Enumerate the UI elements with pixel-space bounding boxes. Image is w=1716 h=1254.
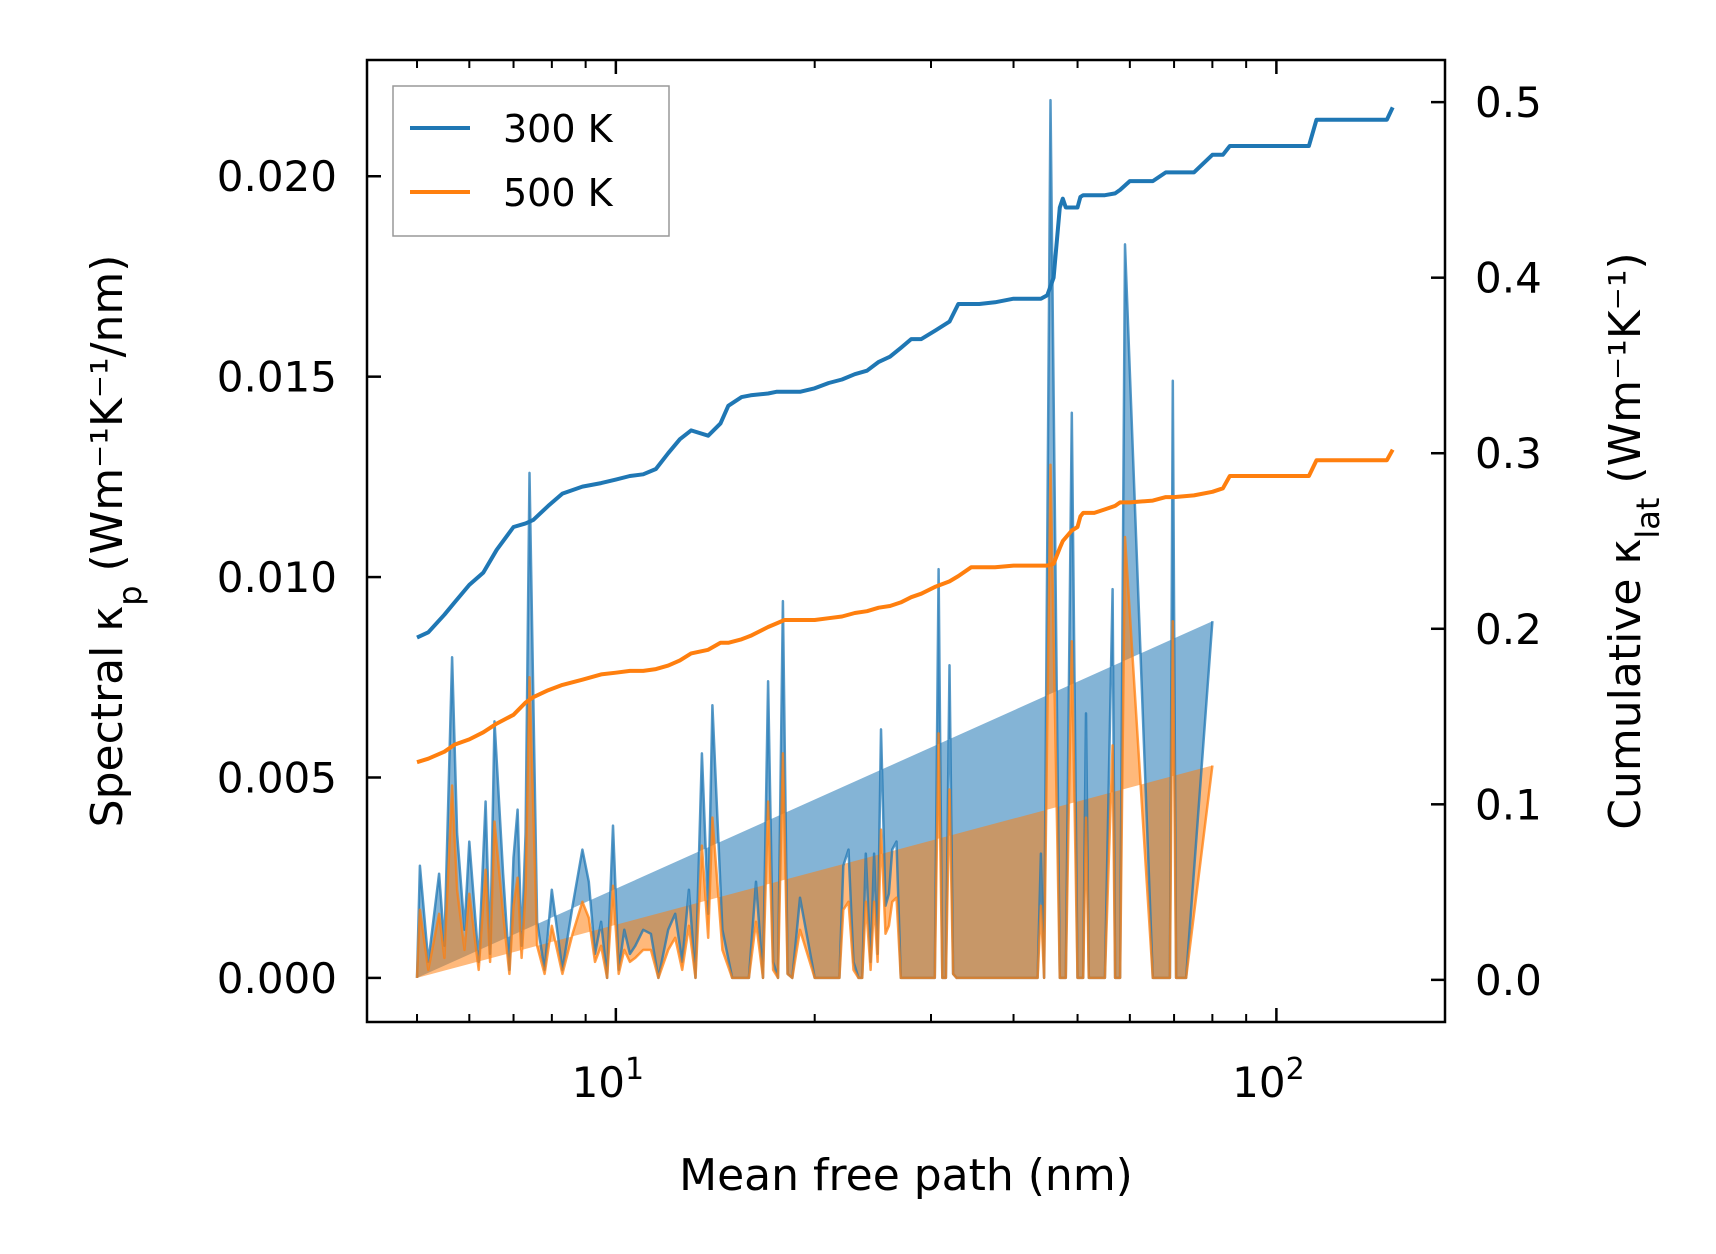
y-left-tick-label: 0.015 bbox=[217, 353, 337, 402]
cumulative-line-500k bbox=[416, 448, 1395, 765]
plot-frame bbox=[365, 58, 1447, 1024]
y-right-tick-label: 0.1 bbox=[1475, 780, 1542, 829]
y-left-tick-label: 0.020 bbox=[217, 152, 337, 201]
x-tick-label-base: 10 bbox=[572, 1058, 625, 1107]
y-left-title-units: (Wm⁻¹K⁻¹/nm) bbox=[82, 255, 133, 586]
cumulative-line-group bbox=[416, 106, 1395, 765]
tick-group bbox=[367, 60, 1445, 1022]
y-right-tick-label: 0.5 bbox=[1475, 78, 1542, 127]
spectral-fill-500k bbox=[417, 464, 1213, 978]
x-tick-label-exponent: 1 bbox=[625, 1052, 644, 1087]
y-left-tick-label: 0.010 bbox=[217, 553, 337, 602]
legend-label-500k: 500 K bbox=[503, 171, 614, 215]
y-axis-right-title: Cumulative κlat (Wm⁻¹K⁻¹) bbox=[1600, 252, 1667, 829]
spectral-line-500k bbox=[415, 463, 1214, 980]
x-tick-label: 102 bbox=[1232, 1052, 1305, 1107]
y-axis-left-title: Spectral κp (Wm⁻¹K⁻¹/nm) bbox=[82, 255, 149, 828]
spectral-fill-300k bbox=[417, 100, 1213, 978]
y-left-tick-label: 0.005 bbox=[217, 753, 337, 802]
legend-frame bbox=[392, 85, 670, 237]
x-tick-label: 101 bbox=[572, 1052, 645, 1107]
y-right-tick-label: 0.2 bbox=[1475, 605, 1542, 654]
y-right-tick-label: 0.4 bbox=[1475, 254, 1542, 303]
legend-label-300k: 300 K bbox=[503, 107, 614, 151]
x-axis-title: Mean free path (nm) bbox=[679, 1150, 1133, 1201]
legend: 300 K 500 K bbox=[392, 85, 670, 237]
y-right-tick-label: 0.3 bbox=[1475, 429, 1542, 478]
y-right-title-main: Cumulative κ bbox=[1600, 539, 1651, 830]
y-left-tick-label: 0.000 bbox=[217, 954, 337, 1003]
tick-label-group: 101 1020.0000.0050.0100.0150.0200.00.10.2… bbox=[217, 78, 1542, 1107]
y-left-title-main: Spectral κ bbox=[82, 606, 133, 828]
y-right-title-units: (Wm⁻¹K⁻¹) bbox=[1600, 252, 1651, 497]
cumulative-line-300k bbox=[416, 106, 1395, 640]
y-right-title-sub: lat bbox=[1629, 498, 1667, 539]
x-tick-label-base: 10 bbox=[1232, 1058, 1285, 1107]
y-right-tick-label: 0.0 bbox=[1475, 956, 1542, 1005]
x-tick-label-exponent: 2 bbox=[1286, 1052, 1305, 1087]
spectral-fill-group bbox=[417, 100, 1213, 978]
spectral-line-group bbox=[415, 98, 1214, 980]
y-left-title-sub: p bbox=[111, 585, 149, 605]
